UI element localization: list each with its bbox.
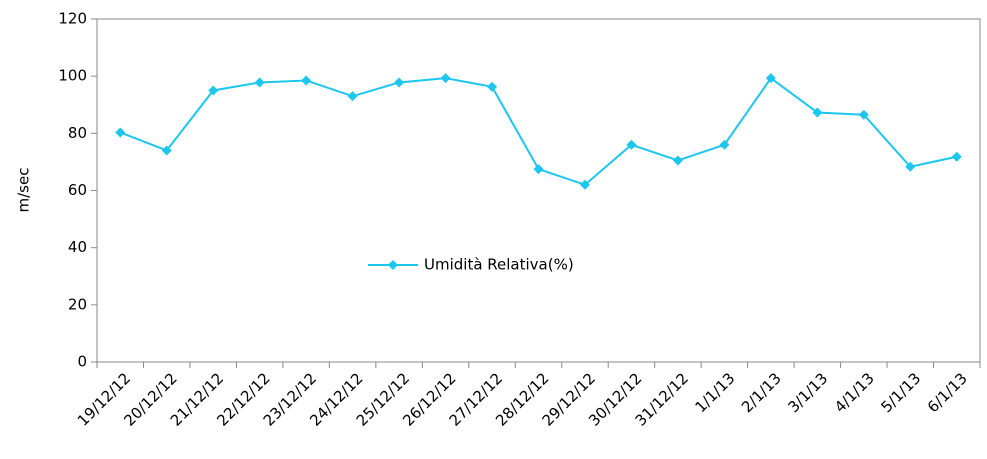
data-point xyxy=(765,73,776,84)
data-point xyxy=(905,161,916,172)
data-point xyxy=(487,81,498,92)
y-tick-label: 100 xyxy=(58,67,87,85)
data-point xyxy=(812,107,823,118)
y-tick-label: 120 xyxy=(58,10,87,28)
data-point xyxy=(533,164,544,175)
data-point xyxy=(626,139,637,150)
plot-border xyxy=(96,18,981,363)
data-point xyxy=(579,179,590,190)
data-point xyxy=(672,155,683,166)
data-point xyxy=(719,139,730,150)
x-tick-label: 2/1/13 xyxy=(738,369,785,416)
y-axis-label: m/sec xyxy=(15,168,33,213)
y-tick-label: 60 xyxy=(68,181,87,199)
x-tick-label: 1/1/13 xyxy=(692,369,739,416)
x-tick-label: 5/1/13 xyxy=(877,369,924,416)
y-tick-label: 40 xyxy=(68,238,87,256)
data-point xyxy=(440,73,451,84)
data-point xyxy=(858,109,869,120)
y-tick-label: 80 xyxy=(68,124,87,142)
data-point xyxy=(254,77,265,88)
data-point xyxy=(208,85,219,96)
data-point xyxy=(115,127,126,138)
legend-marker xyxy=(388,260,398,270)
x-tick-label: 6/1/13 xyxy=(924,369,971,416)
data-point xyxy=(161,145,172,156)
x-tick-label: 3/1/13 xyxy=(784,369,831,416)
data-point xyxy=(301,75,312,86)
data-point xyxy=(347,91,358,102)
x-tick-label: 4/1/13 xyxy=(831,369,878,416)
y-tick-label: 0 xyxy=(77,353,87,371)
data-point xyxy=(394,77,405,88)
legend-label: Umidità Relativa(%) xyxy=(424,256,574,274)
data-point xyxy=(951,151,962,162)
y-tick-label: 20 xyxy=(68,295,87,313)
